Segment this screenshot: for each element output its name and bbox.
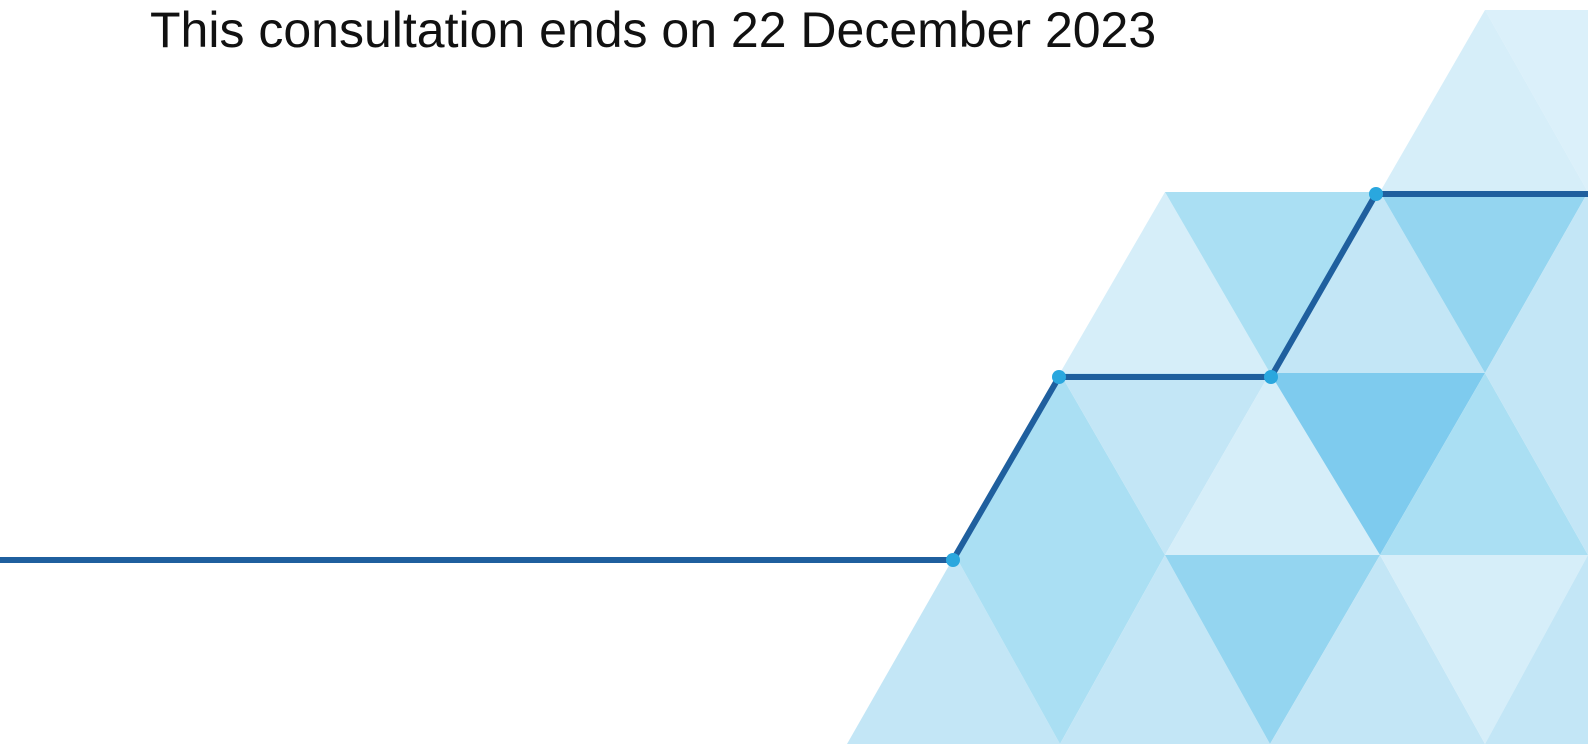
mosaic-triangle [1060,555,1270,744]
line-node [1369,187,1383,201]
mosaic-triangle [955,373,1165,555]
mosaic-triangle [1380,555,1588,744]
mosaic-triangle [1060,192,1270,373]
mosaic-triangle [955,555,1165,744]
line-node [1052,370,1066,384]
mosaic-triangle [1380,10,1588,192]
line-node [946,553,960,567]
mosaic-triangle [1165,192,1380,373]
rising-step-line [0,191,1588,563]
consultation-deadline: This consultation ends on 22 December 20… [150,2,1157,58]
mosaic-triangle [1270,373,1485,555]
mosaic-triangle [1485,192,1588,373]
mosaic-triangle [1485,373,1588,555]
line-node [1264,370,1278,384]
mosaic-triangle [1485,555,1588,744]
mosaic-triangle [1270,555,1485,744]
mosaic-triangle [1165,373,1380,555]
mosaic-triangle [1270,192,1485,373]
mosaic-triangle [1380,373,1588,555]
mosaic-triangle [1060,373,1270,555]
mosaic-triangle [1165,555,1380,744]
mosaic-triangle [847,555,1060,744]
mosaic-triangle [1380,192,1588,373]
